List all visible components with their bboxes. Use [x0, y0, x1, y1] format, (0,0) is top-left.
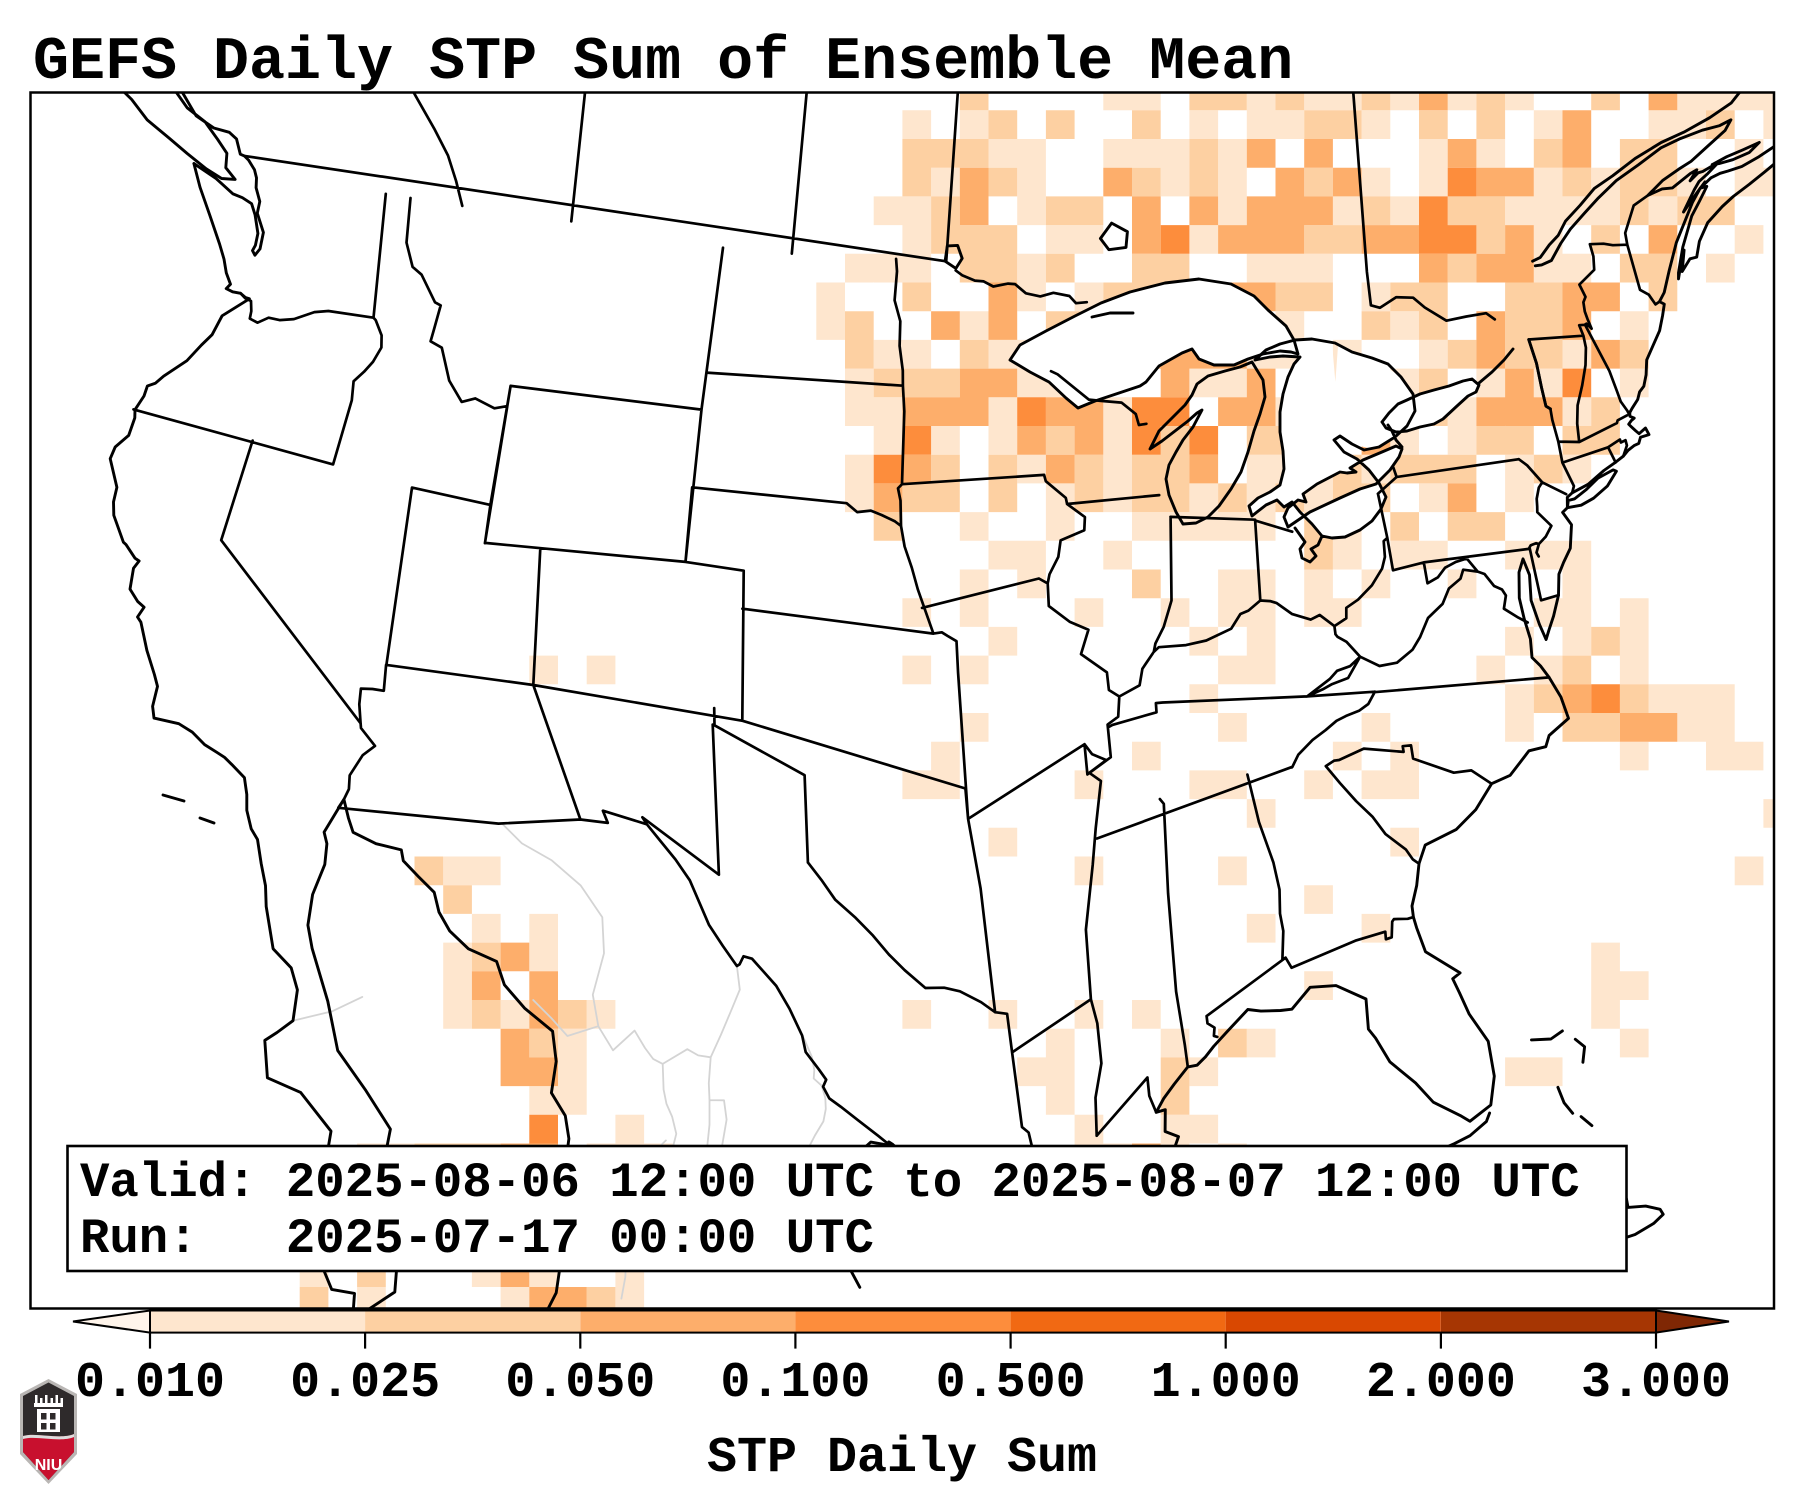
svg-text:0.010: 0.010	[75, 1355, 225, 1412]
svg-text:0.050: 0.050	[505, 1355, 655, 1412]
svg-text:GEFS Daily STP Sum of Ensemble: GEFS Daily STP Sum of Ensemble Mean	[33, 29, 1293, 97]
svg-text:NIU: NIU	[35, 1457, 63, 1474]
svg-text:2.000: 2.000	[1366, 1355, 1516, 1412]
svg-text:0.025: 0.025	[290, 1355, 440, 1412]
svg-text:Run: 2025-07-17 00:00 UTC: Run: 2025-07-17 00:00 UTC	[80, 1211, 874, 1267]
svg-text:0.100: 0.100	[720, 1355, 870, 1412]
svg-text:0.500: 0.500	[936, 1355, 1086, 1412]
svg-text:STP Daily Sum: STP Daily Sum	[707, 1430, 1097, 1487]
svg-text:1.000: 1.000	[1151, 1355, 1301, 1412]
svg-text:3.000: 3.000	[1581, 1355, 1731, 1412]
svg-text:Valid: 2025-08-06 12:00 UTC to: Valid: 2025-08-06 12:00 UTC to 2025-08-0…	[80, 1155, 1580, 1211]
